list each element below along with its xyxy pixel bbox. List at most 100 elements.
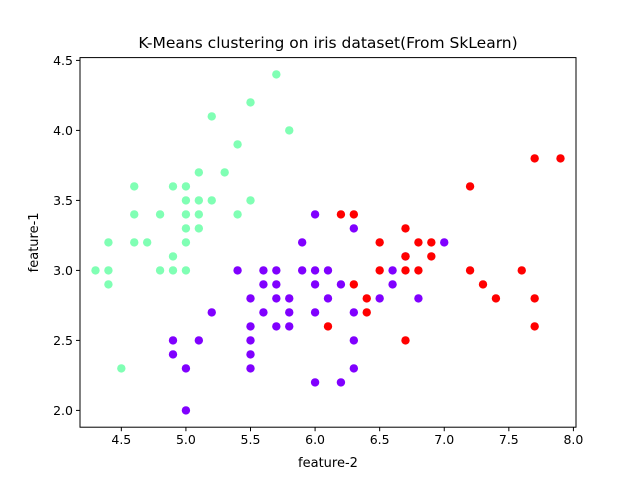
x-tick-label: 6.0 bbox=[305, 432, 325, 447]
cluster-0-point-27 bbox=[104, 266, 113, 275]
cluster-0-point-17 bbox=[194, 210, 204, 219]
y-tick-label: 2.5 bbox=[53, 333, 73, 348]
cluster-1-point-19 bbox=[285, 294, 294, 303]
cluster-1-point-6 bbox=[259, 266, 268, 275]
cluster-1-point-3 bbox=[440, 238, 449, 247]
cluster-0-point-31 bbox=[104, 280, 113, 289]
cluster-1-point-40 bbox=[310, 378, 320, 387]
cluster-1-point-23 bbox=[207, 308, 216, 317]
cluster-2-point-5 bbox=[401, 224, 410, 233]
cluster-2-point-21 bbox=[362, 308, 371, 317]
y-axis-ticks: 2.0 2.5 3.0 3.5 4.0 4.5 bbox=[53, 53, 80, 418]
cluster-1-point-16 bbox=[388, 280, 397, 289]
cluster-1-point-22 bbox=[414, 294, 423, 303]
cluster-0-point-0 bbox=[272, 70, 281, 79]
data-points bbox=[91, 70, 565, 415]
cluster-0-point-21 bbox=[104, 238, 113, 247]
cluster-0-point-5 bbox=[194, 168, 204, 177]
cluster-1-point-0 bbox=[310, 210, 320, 219]
x-tick-label: 5.5 bbox=[241, 432, 261, 447]
cluster-1-point-24 bbox=[259, 308, 268, 317]
cluster-0-point-16 bbox=[181, 210, 191, 219]
cluster-1-point-9 bbox=[310, 266, 320, 275]
y-tick-label: 4.0 bbox=[53, 123, 73, 138]
cluster-1-point-38 bbox=[246, 364, 255, 373]
cluster-1-point-18 bbox=[272, 294, 281, 303]
cluster-0-point-22 bbox=[130, 238, 139, 247]
cluster-1-point-13 bbox=[272, 280, 281, 289]
cluster-0-point-14 bbox=[130, 210, 139, 219]
cluster-2-point-13 bbox=[414, 266, 423, 275]
cluster-2-point-14 bbox=[465, 266, 475, 275]
cluster-2-point-10 bbox=[427, 252, 436, 261]
cluster-0-point-18 bbox=[233, 210, 242, 219]
cluster-1-point-1 bbox=[349, 224, 359, 233]
cluster-1-point-11 bbox=[388, 266, 397, 275]
cluster-1-point-36 bbox=[246, 350, 255, 359]
cluster-1-point-28 bbox=[246, 322, 255, 331]
cluster-1-point-41 bbox=[336, 378, 346, 387]
cluster-0-point-29 bbox=[168, 266, 178, 275]
x-tick-label: 4.5 bbox=[111, 432, 131, 447]
cluster-0-point-13 bbox=[246, 196, 255, 205]
cluster-2-point-18 bbox=[362, 294, 371, 303]
y-tick-label: 2.0 bbox=[53, 403, 73, 418]
cluster-2-point-22 bbox=[323, 322, 333, 331]
cluster-0-point-25 bbox=[168, 252, 178, 261]
cluster-0-point-1 bbox=[246, 98, 255, 107]
cluster-1-point-31 bbox=[168, 336, 178, 345]
plot-frame bbox=[79, 57, 577, 428]
cluster-2-point-9 bbox=[401, 252, 410, 261]
cluster-2-point-7 bbox=[414, 238, 423, 247]
cluster-0-point-20 bbox=[194, 224, 204, 233]
cluster-0-point-3 bbox=[285, 126, 294, 135]
cluster-2-point-16 bbox=[349, 280, 359, 289]
cluster-1-point-5 bbox=[233, 266, 242, 275]
cluster-2-point-20 bbox=[530, 294, 539, 303]
cluster-2-point-17 bbox=[478, 280, 488, 289]
x-axis-label: feature-2 bbox=[298, 456, 358, 471]
cluster-0-point-30 bbox=[181, 266, 191, 275]
x-tick-label: 8.0 bbox=[563, 432, 583, 447]
y-axis-label: feature-1 bbox=[27, 212, 42, 272]
cluster-2-point-2 bbox=[465, 182, 475, 191]
cluster-1-point-29 bbox=[272, 322, 281, 331]
cluster-0-point-10 bbox=[194, 196, 204, 205]
chart-title: K-Means clustering on iris dataset(From … bbox=[138, 34, 517, 52]
cluster-2-point-4 bbox=[349, 210, 359, 219]
cluster-1-point-15 bbox=[336, 280, 346, 289]
cluster-0-point-6 bbox=[220, 168, 229, 177]
cluster-1-point-27 bbox=[349, 308, 359, 317]
cluster-1-point-20 bbox=[323, 294, 333, 303]
cluster-0-point-19 bbox=[181, 224, 191, 233]
cluster-2-point-12 bbox=[401, 266, 410, 275]
cluster-0-point-12 bbox=[207, 196, 216, 205]
plot-area bbox=[80, 57, 576, 428]
x-axis-ticks: 4.5 5.0 5.5 6.0 6.5 7.0 7.5 8.0 bbox=[111, 427, 583, 447]
cluster-1-point-25 bbox=[285, 308, 294, 317]
cluster-0-point-2 bbox=[207, 112, 216, 121]
cluster-1-point-21 bbox=[375, 294, 384, 303]
cluster-1-point-32 bbox=[194, 336, 204, 345]
cluster-1-point-12 bbox=[259, 280, 268, 289]
cluster-1-point-34 bbox=[349, 336, 359, 345]
cluster-1-point-33 bbox=[246, 336, 255, 345]
cluster-2-point-6 bbox=[375, 238, 384, 247]
cluster-0-point-32 bbox=[117, 364, 126, 373]
cluster-0-point-9 bbox=[181, 182, 191, 191]
y-tick-label: 4.5 bbox=[53, 53, 73, 68]
cluster-1-point-26 bbox=[310, 308, 320, 317]
cluster-1-point-39 bbox=[349, 364, 359, 373]
cluster-0-point-24 bbox=[181, 238, 191, 247]
y-tick-label: 3.0 bbox=[53, 263, 73, 278]
cluster-0-point-23 bbox=[142, 238, 152, 247]
x-tick-label: 6.5 bbox=[370, 432, 390, 447]
y-tick-label: 3.5 bbox=[53, 193, 73, 208]
cluster-0-point-8 bbox=[168, 182, 178, 191]
cluster-0-point-4 bbox=[233, 140, 242, 149]
cluster-0-point-15 bbox=[155, 210, 165, 219]
x-tick-label: 7.0 bbox=[434, 432, 454, 447]
cluster-1-point-37 bbox=[181, 364, 191, 373]
cluster-1-point-8 bbox=[297, 266, 307, 275]
